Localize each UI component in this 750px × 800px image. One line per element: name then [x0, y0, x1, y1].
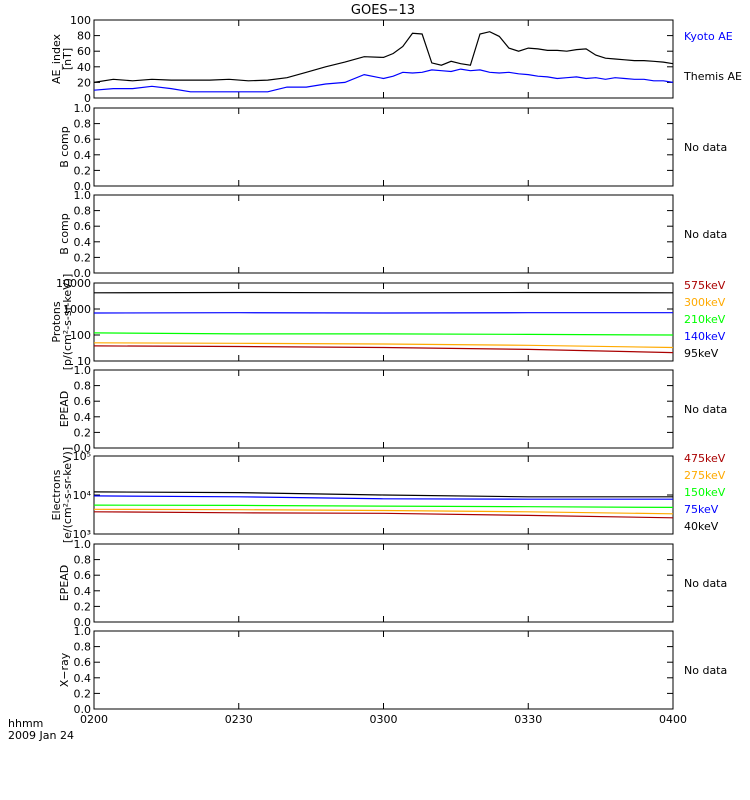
y-tick-label: 0.6	[74, 220, 92, 233]
series-line-475kev	[93, 511, 674, 519]
panel-frame	[93, 19, 674, 99]
y-axis-label: B comp	[58, 213, 71, 255]
series-label: No data	[684, 403, 727, 416]
series-label: 140keV	[684, 330, 726, 343]
y-tick-label: 0.2	[74, 426, 92, 439]
y-tick-label: 60	[77, 45, 91, 58]
y-tick-label: 0.4	[74, 236, 92, 249]
x-axis-label: hhmm	[8, 717, 43, 730]
series-line-210kev	[93, 332, 674, 336]
series-label: 150keV	[684, 486, 726, 499]
x-axis-date: 2009 Jan 24	[8, 729, 74, 742]
y-tick-label: 0.4	[74, 149, 92, 162]
y-tick-label: 0	[84, 92, 91, 105]
panel-frame	[93, 194, 674, 274]
y-tick-label: 0.8	[74, 205, 92, 218]
series-line-75kev	[93, 495, 673, 500]
y-tick-label: 0.8	[74, 641, 92, 654]
y-tick-label: 1.0	[74, 364, 92, 377]
y-tick-label: 0.6	[74, 395, 92, 408]
y-tick-label: 1.0	[74, 625, 92, 638]
series-line-300kev	[93, 342, 674, 349]
series-label: 95keV	[684, 347, 719, 360]
panel-frame	[93, 107, 674, 187]
y-tick-label: 0.8	[74, 554, 92, 567]
y-tick-label: 0.2	[74, 251, 92, 264]
y-axis-label: X−ray	[58, 652, 71, 687]
y-axis-label: Electrons	[50, 469, 63, 520]
series-label: 75keV	[684, 503, 719, 516]
series-label: 300keV	[684, 296, 726, 309]
x-tick-label: 0230	[225, 713, 253, 726]
y-tick-label: 100	[70, 14, 91, 27]
y-tick-label: 0.6	[74, 133, 92, 146]
x-tick-label: 0200	[80, 713, 108, 726]
y-axis-label: [nT]	[61, 48, 74, 70]
y-tick-label: 10000	[56, 277, 91, 290]
series-label: No data	[684, 664, 727, 677]
y-tick-label: 0.0	[74, 267, 92, 280]
series-label: No data	[684, 141, 727, 154]
y-tick-label: 10	[77, 355, 91, 368]
series-label: No data	[684, 577, 727, 590]
y-tick-label: 0.6	[74, 569, 92, 582]
series-label: Kyoto AE	[684, 30, 733, 43]
y-tick-label: 1.0	[74, 102, 92, 115]
series-label: 575keV	[684, 279, 726, 292]
y-tick-label: 1.0	[74, 538, 92, 551]
series-line-275kev	[93, 508, 674, 515]
series-label: 475keV	[684, 452, 726, 465]
series-label: 40keV	[684, 520, 719, 533]
series-line-150kev	[93, 504, 674, 508]
y-tick-label: 0.0	[74, 703, 92, 716]
y-tick-label: 20	[77, 76, 91, 89]
y-tick-label: 0.8	[74, 380, 92, 393]
series-label: No data	[684, 228, 727, 241]
y-tick-label: 0.2	[74, 687, 92, 700]
panel-frame	[93, 543, 674, 623]
chart-title: GOES−13	[351, 3, 415, 18]
y-axis-label: [p/(cm²-s-sr-keV)]	[61, 274, 74, 371]
y-tick-label: 0.4	[74, 672, 92, 685]
y-tick-label: 0.4	[74, 411, 92, 424]
x-tick-label: 0330	[514, 713, 542, 726]
series-label: 210keV	[684, 313, 726, 326]
y-tick-label: 0.2	[74, 164, 92, 177]
y-axis-label: B comp	[58, 126, 71, 168]
series-line-575kev	[93, 345, 674, 354]
series-line-kyoto-ae	[93, 68, 674, 93]
y-tick-label: 10⁵	[73, 450, 91, 463]
y-tick-label: 0.6	[74, 656, 92, 669]
y-axis-label: AE_index	[50, 33, 63, 84]
y-tick-label: 0.0	[74, 180, 92, 193]
y-tick-label: 40	[77, 61, 91, 74]
y-tick-label: 1000	[63, 303, 91, 316]
y-tick-label: 1.0	[74, 189, 92, 202]
series-label: Themis AE	[683, 70, 742, 83]
series-line-themis-ae	[93, 31, 674, 83]
y-tick-label: 0.4	[74, 585, 92, 598]
x-tick-label: 0300	[370, 713, 398, 726]
series-line-40kev	[93, 491, 673, 498]
y-tick-label: 80	[77, 30, 91, 43]
y-tick-label: 0.0	[74, 442, 92, 455]
y-tick-label: 10³	[73, 528, 91, 541]
panel-frame	[93, 369, 674, 449]
y-axis-label: EPEAD	[58, 565, 71, 602]
y-tick-label: 10⁴	[73, 489, 92, 502]
y-tick-label: 100	[70, 329, 91, 342]
y-axis-label: Protons	[50, 301, 63, 342]
y-tick-label: 0.8	[74, 118, 92, 131]
panel-frame	[93, 282, 674, 362]
y-tick-label: 0.0	[74, 616, 92, 629]
y-axis-label: [e/(cm²-s-sr-keV)]	[61, 447, 74, 543]
panel-frame	[93, 630, 674, 710]
y-axis-label: EPEAD	[58, 391, 71, 428]
series-label: 275keV	[684, 469, 726, 482]
x-tick-label: 0400	[659, 713, 687, 726]
y-tick-label: 0.2	[74, 600, 92, 613]
